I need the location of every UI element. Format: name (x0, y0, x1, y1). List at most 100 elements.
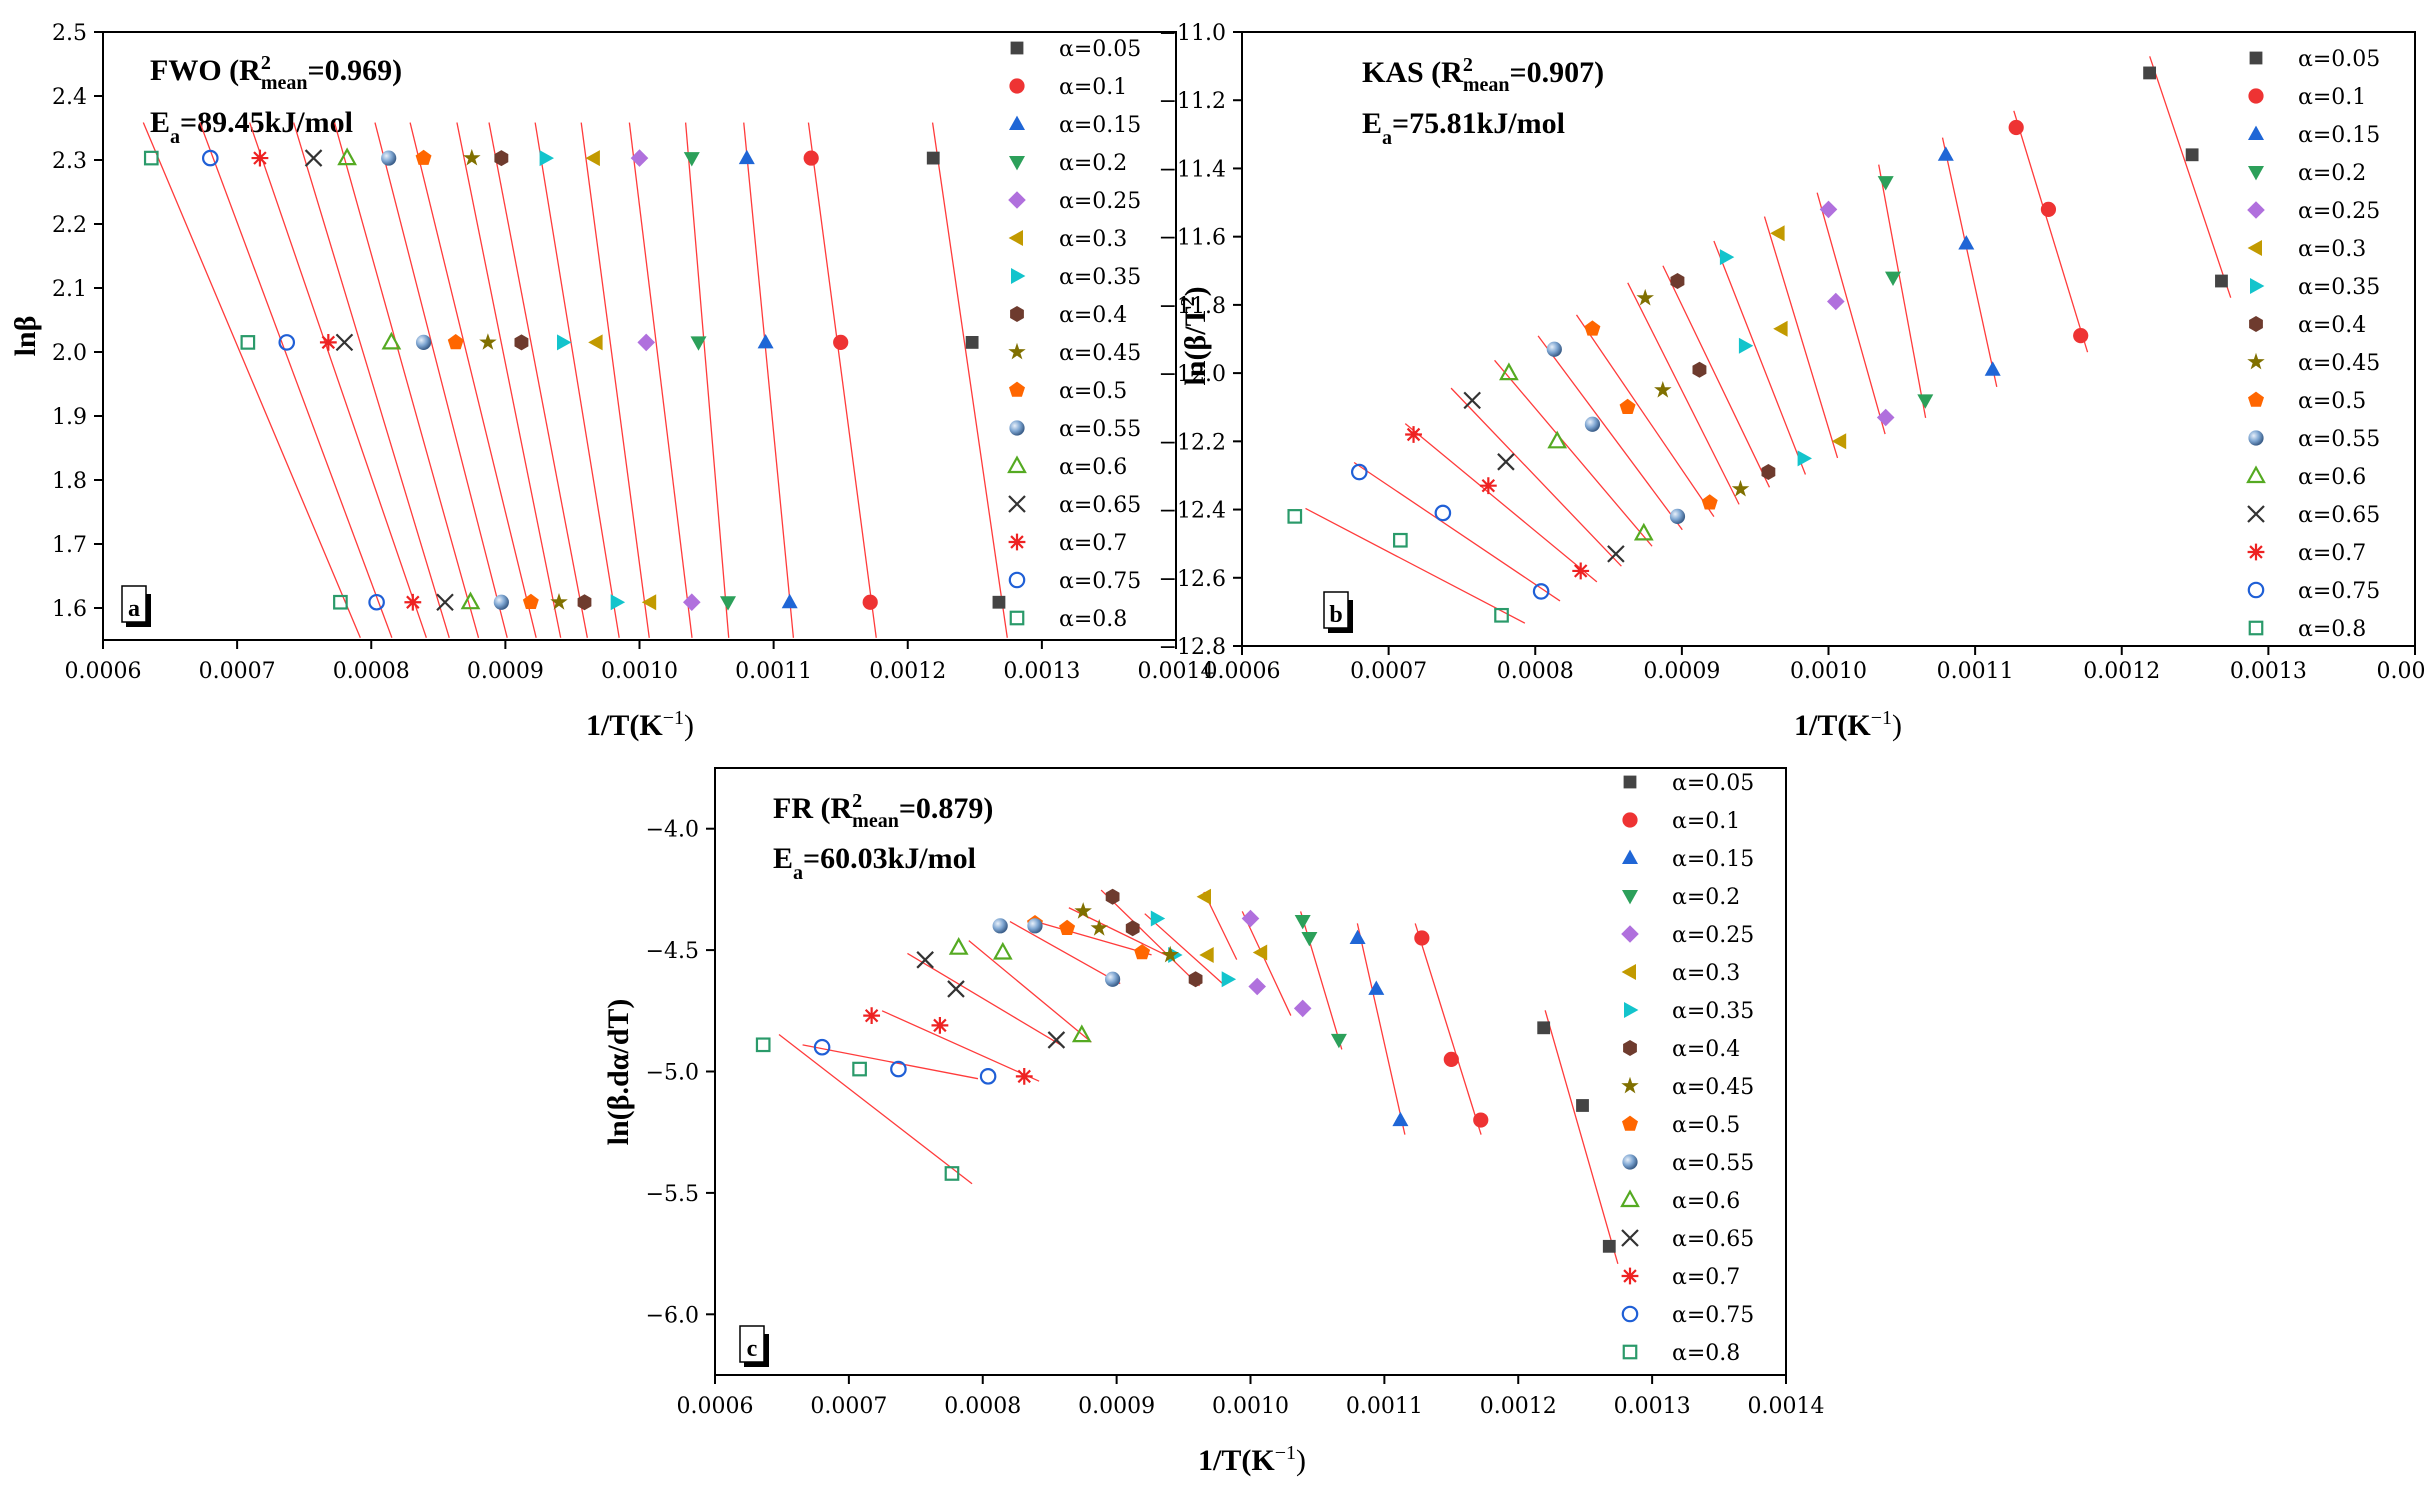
fit-line (1356, 923, 1406, 1135)
data-point (1047, 1031, 1066, 1049)
fit-line (1878, 164, 1927, 418)
series-α=0.1 (1414, 923, 1489, 1135)
data-point (1719, 249, 1735, 266)
legend-label: α=0.05 (1059, 37, 1141, 62)
legend-item: α=0.05 (1623, 771, 1754, 796)
data-point (1607, 545, 1625, 563)
data-point (1248, 977, 1266, 996)
legend-marker (1008, 533, 1026, 551)
data-point (931, 1016, 949, 1034)
legend-marker (1621, 1076, 1639, 1094)
data-point (863, 1007, 881, 1025)
data-point (514, 334, 529, 351)
series-α=0.7 (1404, 423, 1598, 583)
legend-item: α=0.2 (1622, 885, 1740, 910)
series-α=0.1 (803, 122, 878, 638)
data-point (1876, 408, 1895, 427)
series-α=0.75 (199, 122, 393, 638)
data-point (463, 148, 481, 166)
series-α=0.05 (1537, 1010, 1619, 1264)
data-point (1958, 235, 1975, 250)
legend-item: α=0.55 (1622, 1151, 1754, 1176)
panel-label: a (128, 596, 140, 622)
legend-label: α=0.1 (1059, 75, 1127, 100)
fit-line (1713, 240, 1807, 475)
data-point (539, 150, 554, 167)
legend-item: α=0.65 (1008, 493, 1141, 518)
data-point (944, 1166, 960, 1181)
y-tick-label: −11.0 (1159, 21, 1226, 46)
data-point (1443, 1051, 1459, 1067)
y-tick-label: 1.9 (52, 405, 87, 430)
data-point (2040, 201, 2057, 217)
fit-line (456, 122, 562, 638)
fit-line (1414, 923, 1482, 1135)
data-point (1831, 433, 1847, 450)
data-point (1537, 1021, 1551, 1035)
fit-line (1100, 889, 1200, 987)
legend-label: α=0.3 (2298, 237, 2366, 262)
y-axis-label: ln(β/T2) (1177, 286, 1212, 385)
series-α=0.55 (992, 918, 1121, 987)
legend-marker (2247, 201, 2265, 219)
data-point (1252, 944, 1268, 961)
data-point (992, 941, 1013, 960)
legend-marker (1008, 230, 1023, 246)
data-point (1059, 919, 1076, 935)
fit-line (881, 1010, 1040, 1082)
fit-line (333, 122, 480, 638)
x-tick-label: 0.0007 (199, 659, 276, 684)
legend-marker (1007, 455, 1027, 474)
data-point (1494, 607, 1509, 623)
legend-item: α=0.6 (1620, 1189, 1740, 1214)
legend-label: α=0.8 (2298, 617, 2366, 642)
legend-marker (1621, 1267, 1639, 1285)
legend-label: α=0.65 (2298, 503, 2380, 528)
legend-marker (2248, 125, 2264, 140)
y-tick-label: −12.0 (1159, 362, 1226, 387)
legend-marker (1008, 342, 1026, 360)
series-α=0.35 (534, 122, 626, 638)
data-point (683, 152, 700, 167)
data-point (415, 149, 432, 165)
legend-item: α=0.5 (1009, 379, 1127, 404)
fit-line (743, 122, 795, 638)
series-α=0.25 (1816, 192, 1895, 435)
x-tick-label: 0.0007 (1350, 659, 1427, 684)
legend-label: α=0.15 (1672, 847, 1754, 872)
legend-label: α=0.65 (1672, 1227, 1754, 1252)
series-α=0.1 (2008, 110, 2089, 353)
data-point (1773, 320, 1788, 337)
series-α=0.65 (907, 951, 1066, 1049)
legend-label: α=0.8 (1059, 607, 1127, 632)
series-α=0.75 (1351, 461, 1561, 602)
y-tick-label: −5.0 (646, 1061, 699, 1086)
fit-line (534, 122, 620, 638)
legend-marker (2248, 166, 2264, 181)
fit-line (199, 122, 393, 638)
legend-marker (1008, 571, 1026, 589)
legend-item: α=0.35 (1624, 999, 1754, 1024)
data-point (1770, 225, 1785, 242)
y-tick-label: −5.5 (646, 1182, 699, 1207)
legend-item: α=0.1 (1622, 809, 1740, 834)
y-tick-label: −11.4 (1159, 157, 1226, 182)
data-point (240, 335, 256, 350)
data-point (2073, 327, 2089, 344)
series-α=0.05 (926, 122, 1008, 638)
y-tick-label: 2.5 (52, 21, 87, 46)
x-tick-label: 0.0013 (1614, 1394, 1691, 1419)
x-tick-label: 0.0011 (735, 659, 812, 684)
legend-marker (1009, 420, 1025, 436)
series-α=0.75 (802, 1038, 997, 1085)
y-axis-label: lnβ (9, 316, 42, 357)
fit-line (1575, 314, 1715, 518)
legend-marker (2248, 391, 2264, 407)
legend-marker (2247, 581, 2265, 599)
legend-item: α=0.3 (1008, 227, 1127, 252)
legend-marker (1010, 41, 1024, 55)
x-tick-label: 0.0008 (333, 659, 410, 684)
legend-label: α=0.55 (1672, 1151, 1754, 1176)
fit-line (931, 122, 1008, 638)
legend-label: α=0.75 (1672, 1303, 1754, 1328)
